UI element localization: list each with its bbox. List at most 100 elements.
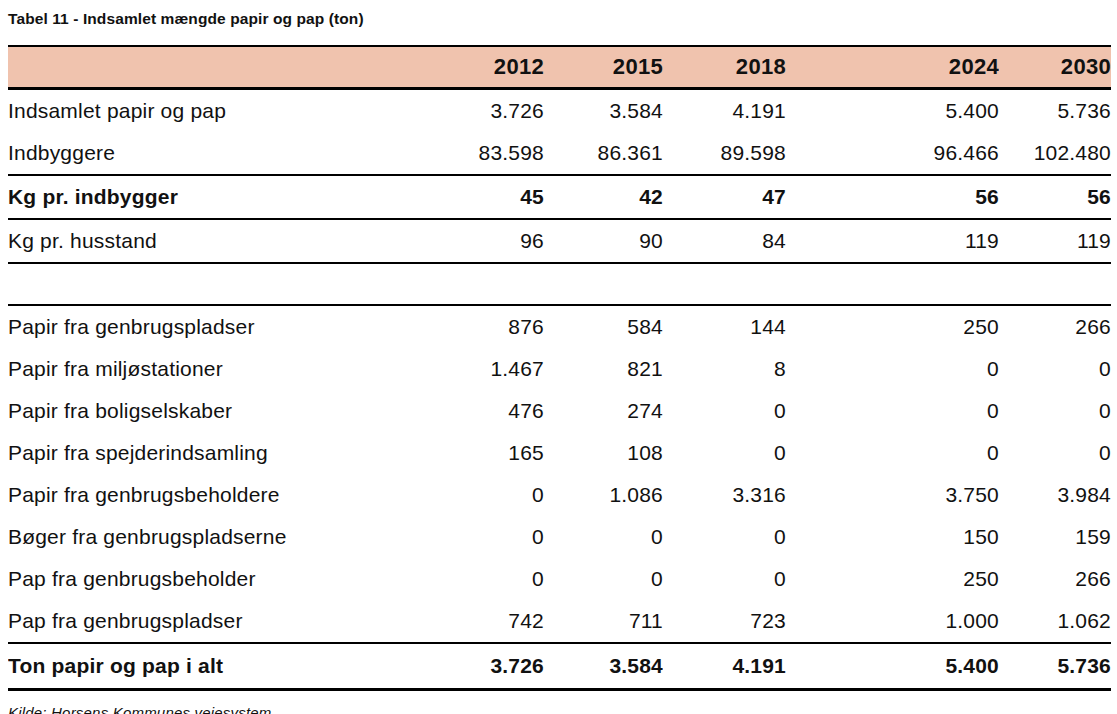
- cell-value: 4.191: [663, 643, 786, 690]
- cell-value: 96.466: [786, 132, 999, 175]
- table-row: Kg pr. indbygger4542475656: [8, 175, 1111, 219]
- cell-value: 5.400: [786, 643, 999, 690]
- cell-value: 150: [786, 516, 999, 558]
- cell-value: [428, 263, 544, 305]
- cell-value: 5.400: [786, 89, 999, 133]
- table-row: Pap fra genbrugspladser7427117231.0001.0…: [8, 600, 1111, 643]
- cell-value: 0: [999, 348, 1111, 390]
- table-title: Tabel 11 - Indsamlet mængde papir og pap…: [8, 10, 1111, 28]
- cell-value: 3.984: [999, 474, 1111, 516]
- cell-value: 0: [786, 390, 999, 432]
- table-row: Indsamlet papir og pap3.7263.5844.1915.4…: [8, 89, 1111, 133]
- cell-value: 250: [786, 558, 999, 600]
- cell-value: 3.316: [663, 474, 786, 516]
- cell-value: 0: [663, 390, 786, 432]
- cell-value: 42: [544, 175, 663, 219]
- cell-value: 1.086: [544, 474, 663, 516]
- cell-value: 4.191: [663, 89, 786, 133]
- table-row: Papir fra spejderindsamling165108000: [8, 432, 1111, 474]
- cell-value: 119: [999, 219, 1111, 263]
- cell-value: 96: [428, 219, 544, 263]
- cell-value: 8: [663, 348, 786, 390]
- cell-value: 3.726: [428, 643, 544, 690]
- cell-value: 0: [663, 558, 786, 600]
- cell-value: 0: [999, 432, 1111, 474]
- cell-value: 711: [544, 600, 663, 643]
- cell-value: 0: [999, 390, 1111, 432]
- table-row: Papir fra boligselskaber476274000: [8, 390, 1111, 432]
- cell-value: 90: [544, 219, 663, 263]
- cell-value: 102.480: [999, 132, 1111, 175]
- row-label: Papir fra spejderindsamling: [8, 432, 428, 474]
- cell-value: 3.726: [428, 89, 544, 133]
- cell-value: 584: [544, 305, 663, 348]
- cell-value: 165: [428, 432, 544, 474]
- cell-value: 0: [663, 516, 786, 558]
- cell-value: 742: [428, 600, 544, 643]
- cell-value: 1.467: [428, 348, 544, 390]
- cell-value: 83.598: [428, 132, 544, 175]
- header-row: 20122015201820242030: [8, 46, 1111, 89]
- cell-value: 821: [544, 348, 663, 390]
- cell-value: 108: [544, 432, 663, 474]
- row-label: Bøger fra genbrugspladserne: [8, 516, 428, 558]
- table-row: Pap fra genbrugsbeholder000250266: [8, 558, 1111, 600]
- cell-value: 266: [999, 305, 1111, 348]
- table-row: Ton papir og pap i alt3.7263.5844.1915.4…: [8, 643, 1111, 690]
- year-header: 2030: [999, 46, 1111, 89]
- cell-value: 45: [428, 175, 544, 219]
- cell-value: 476: [428, 390, 544, 432]
- cell-value: 723: [663, 600, 786, 643]
- cell-value: 3.584: [544, 89, 663, 133]
- table-row: Papir fra miljøstationer1.467821800: [8, 348, 1111, 390]
- cell-value: 0: [544, 558, 663, 600]
- cell-value: 89.598: [663, 132, 786, 175]
- cell-value: 47: [663, 175, 786, 219]
- cell-value: 266: [999, 558, 1111, 600]
- cell-value: 876: [428, 305, 544, 348]
- cell-value: 86.361: [544, 132, 663, 175]
- row-label: Papir fra miljøstationer: [8, 348, 428, 390]
- cell-value: 250: [786, 305, 999, 348]
- cell-value: 5.736: [999, 89, 1111, 133]
- cell-value: [544, 263, 663, 305]
- source-note: Kilde: Horsens Kommunes vejesystem: [8, 704, 1111, 714]
- year-header: 2012: [428, 46, 544, 89]
- row-label: Indbyggere: [8, 132, 428, 175]
- cell-value: 274: [544, 390, 663, 432]
- row-label: [8, 263, 428, 305]
- row-label: Papir fra boligselskaber: [8, 390, 428, 432]
- data-table: 20122015201820242030 Indsamlet papir og …: [8, 45, 1111, 691]
- table-header-row: 20122015201820242030: [8, 46, 1111, 89]
- cell-value: 1.062: [999, 600, 1111, 643]
- cell-value: 0: [786, 432, 999, 474]
- table-row: Indbyggere83.59886.36189.59896.466102.48…: [8, 132, 1111, 175]
- cell-value: 5.736: [999, 643, 1111, 690]
- page: Tabel 11 - Indsamlet mængde papir og pap…: [0, 0, 1117, 714]
- cell-value: 84: [663, 219, 786, 263]
- row-label: Pap fra genbrugsbeholder: [8, 558, 428, 600]
- cell-value: 159: [999, 516, 1111, 558]
- cell-value: 119: [786, 219, 999, 263]
- cell-value: 144: [663, 305, 786, 348]
- row-label: Ton papir og pap i alt: [8, 643, 428, 690]
- cell-value: 0: [663, 432, 786, 474]
- cell-value: 3.750: [786, 474, 999, 516]
- cell-value: 56: [786, 175, 999, 219]
- table-body: Indsamlet papir og pap3.7263.5844.1915.4…: [8, 89, 1111, 690]
- row-label: Kg pr. husstand: [8, 219, 428, 263]
- table-row: Kg pr. husstand969084119119: [8, 219, 1111, 263]
- year-header: 2024: [786, 46, 999, 89]
- cell-value: [999, 263, 1111, 305]
- row-label: Indsamlet papir og pap: [8, 89, 428, 133]
- year-header: 2015: [544, 46, 663, 89]
- row-label: Pap fra genbrugspladser: [8, 600, 428, 643]
- cell-value: 0: [428, 474, 544, 516]
- table-row: Papir fra genbrugsbeholdere01.0863.3163.…: [8, 474, 1111, 516]
- table-row: Bøger fra genbrugspladserne000150159: [8, 516, 1111, 558]
- cell-value: [786, 263, 999, 305]
- cell-value: 0: [428, 558, 544, 600]
- row-label: Papir fra genbrugspladser: [8, 305, 428, 348]
- cell-value: 0: [786, 348, 999, 390]
- spacer-row: [8, 263, 1111, 305]
